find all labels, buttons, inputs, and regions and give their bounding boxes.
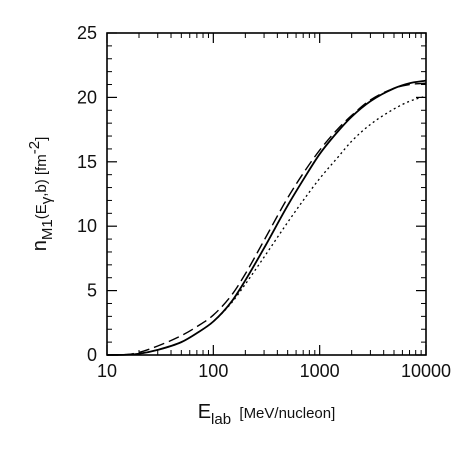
plot-frame [106, 32, 427, 356]
y-tick-label: 25 [77, 23, 97, 43]
series-line-dotted [106, 95, 427, 356]
y-tick-label: 5 [87, 281, 97, 301]
x-tick-label: 1000 [300, 361, 340, 381]
x-tick-label: 10000 [401, 361, 451, 381]
x-tick-label: 100 [198, 361, 228, 381]
y-tick-label: 10 [77, 216, 97, 236]
y-axis-label: nM1(Eγ,b) [fm-2] [26, 137, 56, 252]
x-axis-label: Elab [MeV/nucleon] [198, 401, 336, 428]
x-tick-label: 10 [97, 361, 117, 381]
y-tick-label: 15 [77, 152, 97, 172]
series-line-solid [106, 79, 427, 356]
series-line-dashed [106, 82, 427, 356]
y-tick-label: 20 [77, 87, 97, 107]
y-tick-label: 0 [87, 345, 97, 365]
